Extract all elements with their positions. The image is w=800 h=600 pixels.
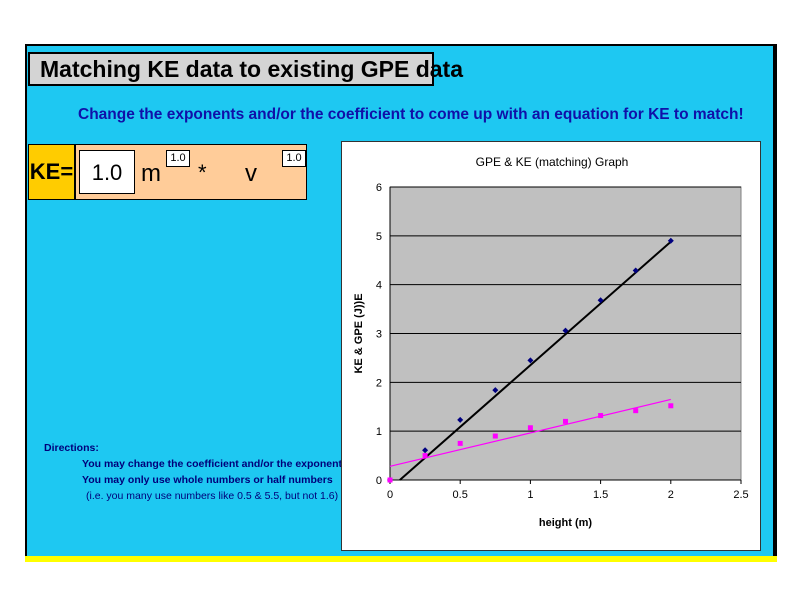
page-title: Matching KE data to existing GPE data <box>28 52 463 86</box>
y-tick-label: 2 <box>376 377 382 389</box>
velocity-variable: v <box>245 160 257 187</box>
data-point-series-1 <box>632 267 639 274</box>
data-point-series-2 <box>492 433 498 439</box>
data-point-series-1 <box>457 416 464 423</box>
axis-ticks: 0 1 2 3 4 5 6 0 0.5 1 1.5 2 2.5 <box>376 182 749 501</box>
data-point-series-1 <box>667 237 674 244</box>
instruction-text: Change the exponents and/or the coeffici… <box>78 106 744 123</box>
data-point-series-1 <box>597 297 604 304</box>
y-tick-label: 0 <box>376 475 382 487</box>
ke-label: KE= <box>28 144 75 200</box>
x-tick-label: 1 <box>527 489 533 501</box>
trendline-series-2 <box>389 398 671 467</box>
x-axis-label: height (m) <box>539 517 592 529</box>
trendlines <box>389 240 672 481</box>
y-tick-label: 5 <box>376 231 382 243</box>
x-tick-label: 0.5 <box>453 489 468 501</box>
data-point-series-1 <box>562 327 569 334</box>
data-points <box>387 237 674 483</box>
data-point-series-2 <box>563 418 568 424</box>
trendline-series-1 <box>399 240 672 481</box>
data-point-series-2 <box>527 425 533 431</box>
data-point-series-1 <box>527 357 534 364</box>
directions-line-1: You may change the coefficient and/or th… <box>82 458 343 470</box>
y-tick-label: 1 <box>376 426 382 438</box>
gridlines <box>389 186 741 481</box>
directions-line-3: (i.e. you many use numbers like 0.5 & 5.… <box>86 490 339 502</box>
x-tick-label: 2.5 <box>733 489 748 501</box>
data-point-series-2 <box>633 408 639 414</box>
multiply-operator: * <box>198 160 207 185</box>
y-tick-label: 6 <box>376 182 382 194</box>
y-axis-label: KE & GPE (J))E <box>353 293 365 373</box>
scatter-chart: GPE & KE (matching) Graph 0 1 2 3 4 5 6 0 0.5 1 1.… <box>353 155 749 529</box>
chart-container: GPE & KE (matching) Graph 0 1 2 3 4 5 6 0 0.5 1 1.… <box>341 141 761 551</box>
chart-title: GPE & KE (matching) Graph <box>476 155 629 169</box>
directions-line-2: You may only use whole numbers or half n… <box>82 474 333 486</box>
data-point-series-2 <box>668 403 674 409</box>
mass-exponent-input[interactable]: 1.0 <box>166 150 190 167</box>
data-point-series-2 <box>387 477 393 483</box>
y-tick-label: 3 <box>376 329 382 341</box>
data-point-series-2 <box>457 440 463 446</box>
velocity-exponent-input[interactable]: 1.0 <box>282 150 306 167</box>
coefficient-input[interactable]: 1.0 <box>79 150 135 194</box>
mass-variable: m <box>141 160 161 187</box>
bottom-accent-strip <box>25 556 777 562</box>
x-tick-label: 2 <box>668 489 674 501</box>
data-point-series-1 <box>492 387 499 394</box>
data-point-series-2 <box>422 453 428 459</box>
x-tick-label: 1.5 <box>593 489 608 501</box>
directions-heading: Directions: <box>44 442 99 454</box>
y-tick-label: 4 <box>376 280 382 292</box>
x-tick-label: 0 <box>387 489 393 501</box>
data-point-series-2 <box>598 413 604 419</box>
data-point-series-1 <box>422 447 429 454</box>
